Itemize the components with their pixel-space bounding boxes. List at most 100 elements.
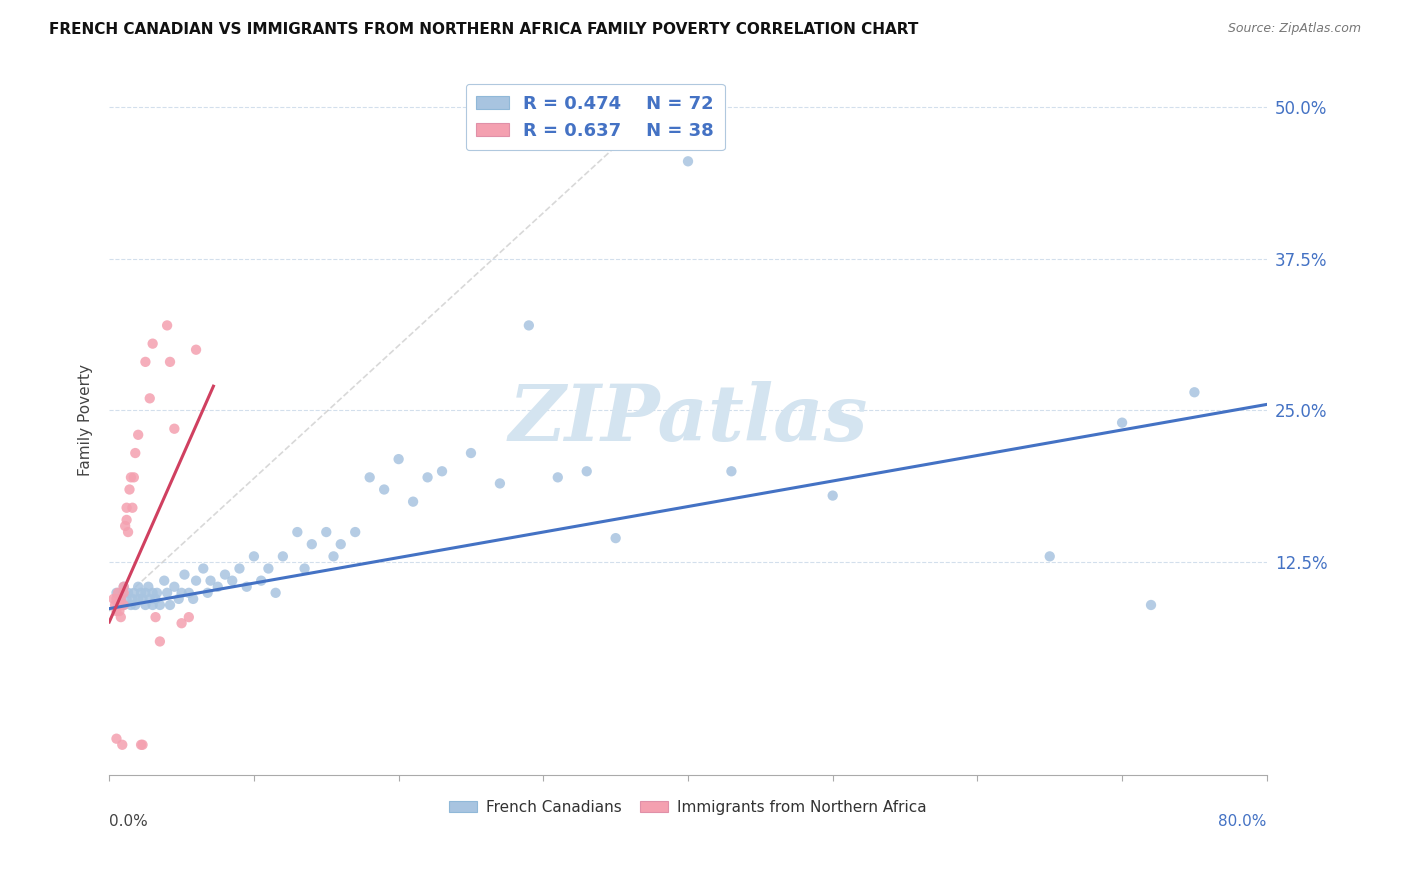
Point bbox=[115, 513, 138, 527]
Point bbox=[243, 549, 266, 564]
Point bbox=[115, 591, 138, 606]
Point bbox=[139, 591, 162, 606]
Point bbox=[122, 470, 145, 484]
Point bbox=[257, 561, 280, 575]
Point bbox=[110, 610, 132, 624]
Point bbox=[112, 580, 135, 594]
Point bbox=[177, 586, 200, 600]
Point bbox=[149, 598, 172, 612]
Point bbox=[142, 336, 165, 351]
Point bbox=[184, 574, 207, 588]
Point bbox=[207, 580, 229, 594]
Point bbox=[163, 422, 186, 436]
Point bbox=[264, 586, 287, 600]
Point bbox=[359, 470, 381, 484]
Point bbox=[115, 500, 138, 515]
Text: Source: ZipAtlas.com: Source: ZipAtlas.com bbox=[1227, 22, 1361, 36]
Point bbox=[110, 591, 132, 606]
Point bbox=[676, 154, 699, 169]
Point bbox=[111, 738, 134, 752]
Point bbox=[136, 580, 159, 594]
Point bbox=[153, 574, 176, 588]
Point bbox=[193, 561, 215, 575]
Point bbox=[301, 537, 323, 551]
Point bbox=[145, 591, 167, 606]
Point bbox=[124, 598, 146, 612]
Point bbox=[127, 427, 149, 442]
Point bbox=[184, 343, 207, 357]
Point bbox=[156, 318, 179, 333]
Y-axis label: Family Poverty: Family Poverty bbox=[79, 364, 93, 475]
Point bbox=[605, 531, 627, 545]
Point bbox=[489, 476, 512, 491]
Point bbox=[117, 524, 139, 539]
Point bbox=[214, 567, 236, 582]
Point bbox=[235, 580, 257, 594]
Point bbox=[112, 598, 135, 612]
Point bbox=[460, 446, 482, 460]
Point bbox=[105, 586, 128, 600]
Point bbox=[285, 524, 308, 539]
Point bbox=[114, 519, 136, 533]
Text: ZIPatlas: ZIPatlas bbox=[509, 382, 868, 458]
Point bbox=[134, 355, 156, 369]
Point bbox=[142, 598, 165, 612]
Point bbox=[228, 561, 250, 575]
Point bbox=[134, 598, 156, 612]
Point bbox=[120, 470, 142, 484]
Point bbox=[163, 580, 186, 594]
Point bbox=[173, 567, 195, 582]
Point bbox=[167, 591, 190, 606]
Point bbox=[139, 392, 162, 406]
Point bbox=[118, 483, 141, 497]
Point bbox=[122, 586, 145, 600]
Point bbox=[373, 483, 395, 497]
Point bbox=[416, 470, 439, 484]
Text: FRENCH CANADIAN VS IMMIGRANTS FROM NORTHERN AFRICA FAMILY POVERTY CORRELATION CH: FRENCH CANADIAN VS IMMIGRANTS FROM NORTH… bbox=[49, 22, 918, 37]
Point bbox=[149, 634, 172, 648]
Point bbox=[108, 598, 131, 612]
Point bbox=[322, 549, 344, 564]
Point bbox=[344, 524, 367, 539]
Point bbox=[1039, 549, 1062, 564]
Point bbox=[197, 586, 219, 600]
Point bbox=[271, 549, 294, 564]
Point bbox=[129, 586, 152, 600]
Point bbox=[105, 591, 128, 606]
Point bbox=[430, 464, 453, 478]
Point bbox=[131, 591, 153, 606]
Point bbox=[107, 598, 129, 612]
Point bbox=[105, 604, 128, 618]
Point bbox=[131, 738, 153, 752]
Point bbox=[159, 598, 181, 612]
Text: 80.0%: 80.0% bbox=[1219, 814, 1267, 830]
Text: 0.0%: 0.0% bbox=[110, 814, 148, 830]
Point bbox=[112, 598, 135, 612]
Point bbox=[112, 580, 135, 594]
Point bbox=[170, 616, 193, 631]
Point bbox=[120, 598, 142, 612]
Point bbox=[127, 580, 149, 594]
Point bbox=[1140, 598, 1163, 612]
Point bbox=[159, 355, 181, 369]
Point bbox=[200, 574, 222, 588]
Point bbox=[108, 604, 131, 618]
Point bbox=[547, 470, 569, 484]
Point bbox=[294, 561, 316, 575]
Point bbox=[146, 586, 169, 600]
Point bbox=[127, 591, 149, 606]
Point bbox=[156, 586, 179, 600]
Point bbox=[124, 446, 146, 460]
Point bbox=[315, 524, 337, 539]
Point bbox=[134, 586, 156, 600]
Point bbox=[1184, 385, 1206, 400]
Point bbox=[1111, 416, 1133, 430]
Point bbox=[177, 610, 200, 624]
Point bbox=[388, 452, 411, 467]
Point bbox=[103, 591, 125, 606]
Point bbox=[181, 591, 204, 606]
Point bbox=[170, 586, 193, 600]
Point bbox=[250, 574, 273, 588]
Point bbox=[129, 738, 152, 752]
Point bbox=[142, 586, 165, 600]
